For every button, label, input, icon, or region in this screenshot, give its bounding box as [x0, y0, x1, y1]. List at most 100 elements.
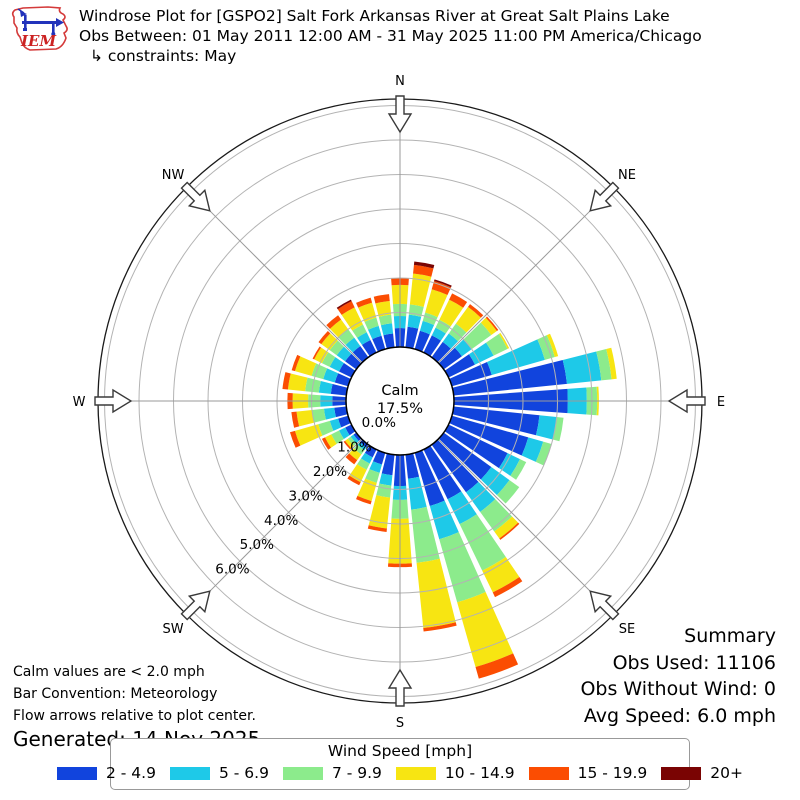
windrose-bar-segment: [414, 330, 430, 352]
windrose-bar-segment: [485, 316, 499, 331]
notes-block: Calm values are < 2.0 mph Bar Convention…: [13, 661, 260, 750]
windrose-bar-segment: [405, 326, 419, 349]
note-bar-convention: Bar Convention: Meteorology: [13, 686, 218, 702]
windrose-bar-segment: [372, 335, 386, 352]
windrose-bar-segment: [367, 525, 387, 532]
windrose-bar-segment: [381, 453, 395, 476]
windrose-bar-segment: [359, 439, 369, 448]
windrose-bar-segment: [521, 437, 544, 462]
windrose-bar-segment: [442, 333, 459, 349]
windrose-bar-segment: [337, 301, 355, 315]
windrose-bar-segment: [414, 450, 445, 507]
windrose-bar-segment: [562, 351, 602, 384]
calm-label: Calm: [381, 383, 418, 399]
windrose-bar-segment: [475, 653, 519, 679]
windrose-bar-segment: [372, 450, 386, 465]
title-block: Windrose Plot for [GSPO2] Salt Fork Arka…: [79, 6, 702, 66]
windrose-bar-segment: [338, 415, 351, 428]
iem-logo-graphic: IEM: [11, 6, 68, 51]
windrose-bar-segment: [345, 337, 361, 353]
windrose-bar-segment: [347, 475, 361, 486]
legend-item: 5 - 6.9: [169, 764, 269, 782]
windrose-bar-segment: [287, 373, 308, 392]
ring-label: 0.0%: [362, 415, 396, 431]
windrose-bar-segment: [438, 347, 462, 370]
windrose-bar-segment: [329, 357, 344, 372]
windrose-bar-segment: [361, 339, 377, 357]
windrose-bar-segment: [409, 273, 432, 307]
windrose-bar-segment: [423, 335, 441, 357]
windrose-bar-segment: [357, 478, 377, 502]
windrose-bar-segment: [457, 591, 514, 668]
iem-logo-text: IEM: [20, 32, 56, 50]
windrose-bar-segment: [357, 332, 371, 345]
windrose-bar-segment: [345, 353, 362, 370]
compass-label: NE: [618, 168, 636, 183]
windrose-bar-segment: [449, 361, 492, 387]
legend-item: 2 - 4.9: [57, 764, 156, 782]
legend-item: 15 - 19.9: [528, 764, 647, 782]
windrose-bar-segment: [369, 461, 382, 473]
windrose-bar-segment: [482, 557, 520, 593]
windrose-bar-segment: [606, 347, 617, 380]
windrose-bar-segment: [434, 279, 452, 288]
windrose-bar-segment: [341, 307, 363, 331]
windrose-bar-segment: [407, 314, 422, 329]
windrose-bar-segment: [444, 354, 475, 378]
windrose-bar-segment: [291, 354, 301, 372]
windrose-bar-segment: [352, 324, 367, 338]
flow-arrow: [180, 181, 211, 212]
legend-swatch: [395, 766, 436, 780]
ring-label: 1.0%: [337, 440, 371, 456]
legend-label: 7 - 9.9: [331, 764, 382, 782]
windrose-bar-segment: [438, 432, 492, 480]
windrose-bar-segment: [373, 294, 390, 304]
windrose-bar-segment: [498, 332, 510, 349]
windrose-bar-segment: [449, 415, 529, 456]
flow-arrow: [667, 388, 706, 414]
windrose-bar-segment: [321, 352, 336, 367]
windrose-bar-segment: [499, 522, 520, 540]
windrose-bar-segment: [480, 499, 513, 532]
windrose-bar-segment: [419, 320, 435, 335]
windrose-bar-segment: [314, 347, 329, 364]
windrose-bar-segment: [465, 481, 496, 512]
windrose-bar-segment: [535, 415, 557, 440]
windrose-bar-segment: [338, 362, 356, 378]
windrose-bar-segment: [431, 341, 451, 363]
windrose-bar-segment: [455, 306, 481, 333]
compass-label: NW: [162, 168, 185, 183]
windrose-bar-segment: [494, 516, 519, 539]
windrose-bar-segment: [405, 453, 420, 479]
windrose-bar-segment: [345, 453, 358, 465]
summary-avg-speed: Avg Speed: 6.0 mph: [583, 704, 776, 727]
windrose-bar-segment: [413, 261, 435, 269]
flow-arrow: [387, 668, 413, 707]
windrose-bar-segment: [336, 346, 352, 362]
windrose-bar-segment: [378, 314, 393, 326]
calm-percent: 17.5%: [377, 401, 423, 417]
plot-constraints: ↳ constraints: May: [90, 47, 237, 65]
windrose-bar-segment: [425, 289, 448, 318]
windrose-bar-segment: [357, 442, 367, 451]
compass-label: SE: [619, 622, 635, 637]
summary-obs-without-wind: Obs Without Wind: 0: [580, 678, 776, 700]
legend-swatch: [57, 766, 97, 780]
windrose-bar-segment: [422, 312, 438, 325]
compass-label: SW: [162, 622, 183, 637]
windrose-bar-segment: [423, 622, 457, 632]
summary-title: Summary: [684, 625, 776, 647]
windrose-bar-segment: [429, 500, 459, 540]
windrose-bar-segment: [368, 325, 382, 340]
windrose-bar-segment: [291, 411, 300, 428]
compass-label: S: [396, 716, 404, 731]
ring-label: 3.0%: [288, 488, 322, 504]
legend-label: 2 - 4.9: [106, 764, 156, 782]
windrose-bar-segment: [431, 281, 452, 296]
legend-item: 7 - 9.9: [282, 764, 382, 782]
windrose-bar-segment: [289, 430, 301, 448]
compass-label: N: [395, 74, 405, 89]
windrose-bar-segment: [413, 264, 434, 277]
